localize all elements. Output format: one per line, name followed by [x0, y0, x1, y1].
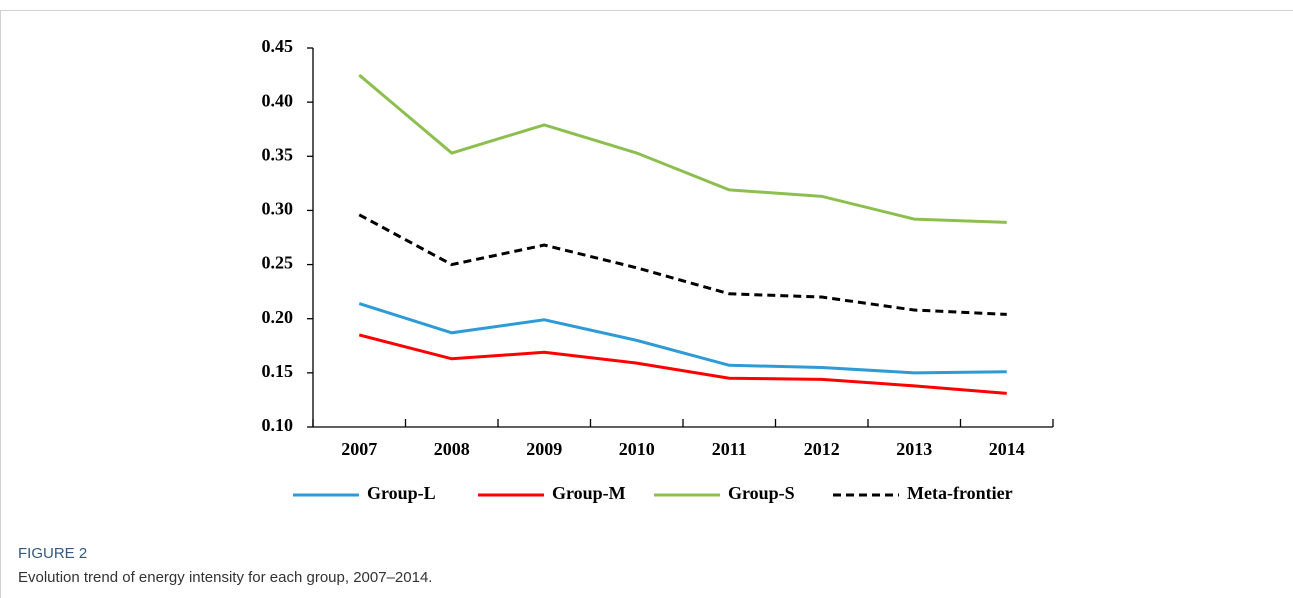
y-tick-label: 0.25 [262, 253, 294, 273]
x-tick-label: 2009 [526, 439, 562, 459]
legend-label: Group-L [367, 483, 436, 503]
x-tick-label: 2014 [989, 439, 1025, 459]
x-tick-label: 2012 [804, 439, 840, 459]
figure-frame [0, 10, 1293, 598]
y-tick-label: 0.45 [262, 36, 294, 56]
x-tick-label: 2010 [619, 439, 655, 459]
series-line [358, 333, 1007, 395]
legend-label: Group-S [728, 483, 795, 503]
figure-label: FIGURE 2 [18, 545, 87, 562]
series-line [358, 302, 1007, 375]
series-line [358, 213, 1007, 316]
legend-label: Meta-frontier [907, 483, 1013, 503]
series-line [358, 73, 1007, 224]
legend-label: Group-M [552, 483, 626, 503]
y-tick-label: 0.10 [262, 415, 294, 435]
figure-caption: Evolution trend of energy intensity for … [18, 569, 432, 586]
x-tick-label: 2013 [896, 439, 932, 459]
x-tick-label: 2011 [712, 439, 747, 459]
y-tick-label: 0.30 [262, 199, 294, 219]
y-tick-label: 0.15 [262, 361, 294, 381]
y-tick-label: 0.20 [262, 307, 294, 327]
y-tick-label: 0.35 [262, 144, 294, 164]
x-tick-label: 2008 [434, 439, 470, 459]
x-tick-label: 2007 [341, 439, 377, 459]
y-tick-label: 0.40 [262, 90, 294, 110]
